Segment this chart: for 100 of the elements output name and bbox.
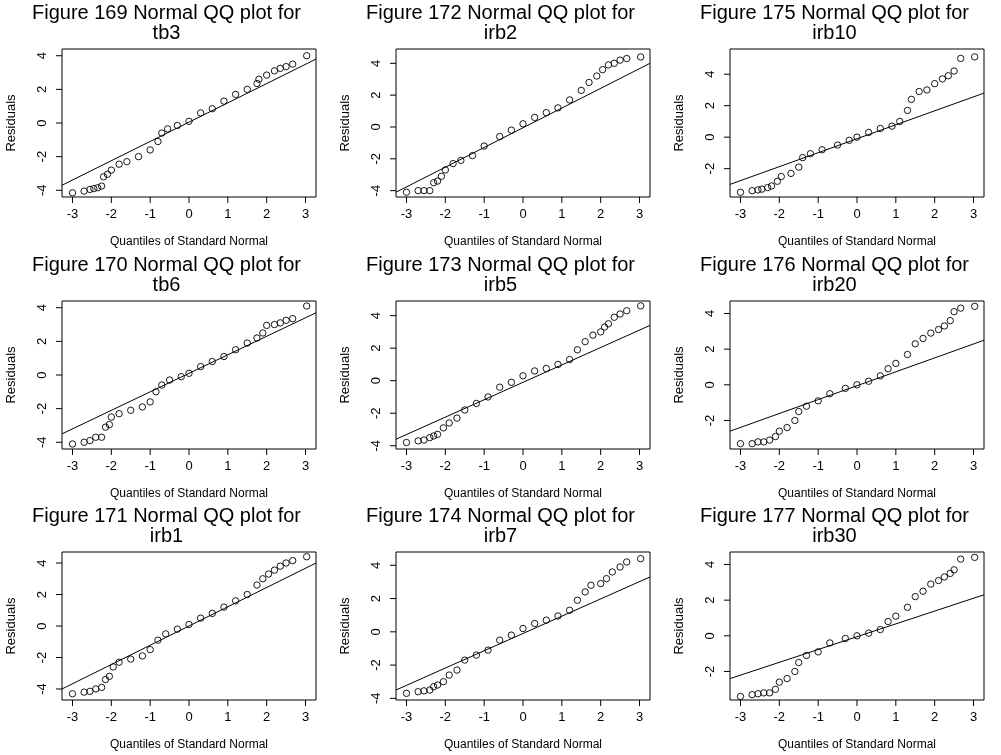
- point: [263, 321, 271, 329]
- y-axis-title: Residuals: [670, 345, 686, 404]
- point: [573, 596, 582, 605]
- point: [197, 109, 205, 117]
- point: [90, 184, 98, 193]
- point: [289, 557, 297, 565]
- point: [888, 122, 896, 130]
- point: [616, 563, 624, 571]
- point: [177, 372, 185, 380]
- point: [927, 580, 935, 589]
- x-tick-label: 3: [635, 457, 644, 473]
- point: [402, 690, 411, 698]
- point: [610, 59, 618, 67]
- point: [449, 159, 457, 168]
- y-tick-label: -2: [702, 162, 717, 175]
- x-tick-label: -2: [105, 457, 118, 473]
- point: [876, 124, 884, 133]
- point: [303, 52, 311, 60]
- point: [158, 129, 166, 137]
- point: [259, 575, 267, 583]
- point: [542, 616, 550, 625]
- point: [957, 304, 965, 312]
- x-tick-label: -3: [400, 206, 413, 222]
- point: [208, 105, 216, 113]
- point: [758, 185, 766, 193]
- y-tick-label: 2: [368, 595, 383, 603]
- y-tick-label: -2: [34, 150, 49, 163]
- point: [468, 151, 477, 160]
- point: [472, 399, 481, 407]
- x-tick-label: 0: [519, 457, 527, 473]
- point: [165, 376, 174, 384]
- y-tick-label: 2: [702, 345, 717, 353]
- x-tick-label: 2: [597, 457, 605, 473]
- point: [80, 688, 88, 697]
- point: [94, 184, 102, 192]
- y-tick-label: 0: [702, 380, 717, 389]
- point: [109, 663, 117, 671]
- point: [101, 676, 110, 684]
- point: [138, 652, 147, 660]
- point: [426, 686, 434, 694]
- point: [736, 188, 745, 196]
- point: [68, 439, 77, 448]
- x-tick-label: -1: [478, 709, 490, 725]
- point: [105, 420, 114, 428]
- point: [146, 146, 154, 154]
- point: [940, 573, 949, 581]
- point: [748, 691, 756, 699]
- point: [86, 688, 94, 696]
- y-tick-label: 0: [368, 628, 383, 636]
- point: [971, 53, 979, 61]
- point: [68, 690, 77, 698]
- point: [853, 133, 861, 141]
- point: [158, 381, 166, 389]
- point: [806, 150, 815, 158]
- point: [185, 117, 193, 125]
- point: [884, 364, 892, 373]
- point: [68, 189, 77, 197]
- point: [115, 409, 123, 417]
- x-axis-title: Quantiles of Standard Normal: [777, 485, 937, 500]
- x-tick-label: 0: [853, 206, 861, 222]
- point: [783, 675, 791, 683]
- point: [616, 310, 624, 318]
- point: [876, 626, 884, 634]
- point: [577, 86, 585, 95]
- point: [853, 380, 861, 389]
- y-tick-label: -4: [34, 184, 49, 197]
- point: [946, 570, 954, 578]
- point: [282, 63, 290, 71]
- x-tick-label: 1: [558, 457, 566, 473]
- x-tick-label: 1: [224, 709, 232, 725]
- y-tick-label: 2: [34, 591, 49, 599]
- point: [420, 436, 428, 444]
- point: [105, 673, 114, 681]
- point: [940, 321, 949, 330]
- point: [826, 389, 834, 398]
- y-tick-label: -2: [702, 414, 717, 426]
- point: [814, 648, 822, 656]
- x-tick-label: 3: [635, 709, 644, 725]
- point: [554, 104, 562, 112]
- point: [270, 67, 279, 75]
- point: [138, 402, 147, 411]
- point: [496, 132, 504, 141]
- chart-title: Figure 177 Normal QQ plot for irb30: [700, 504, 969, 547]
- y-tick-label: 0: [368, 376, 383, 384]
- point: [97, 182, 106, 190]
- y-tick-label: 4: [34, 52, 49, 60]
- point: [163, 125, 172, 133]
- point: [907, 95, 916, 104]
- x-tick-label: -2: [773, 206, 786, 222]
- point: [542, 109, 550, 117]
- point: [484, 392, 492, 401]
- x-axis-title: Quantiles of Standard Normal: [443, 485, 603, 500]
- point: [231, 597, 240, 605]
- point: [107, 166, 115, 174]
- x-tick-label: 0: [185, 457, 193, 473]
- point: [101, 423, 110, 431]
- point: [134, 152, 143, 161]
- point: [637, 53, 645, 61]
- point: [263, 71, 271, 79]
- point: [892, 612, 900, 621]
